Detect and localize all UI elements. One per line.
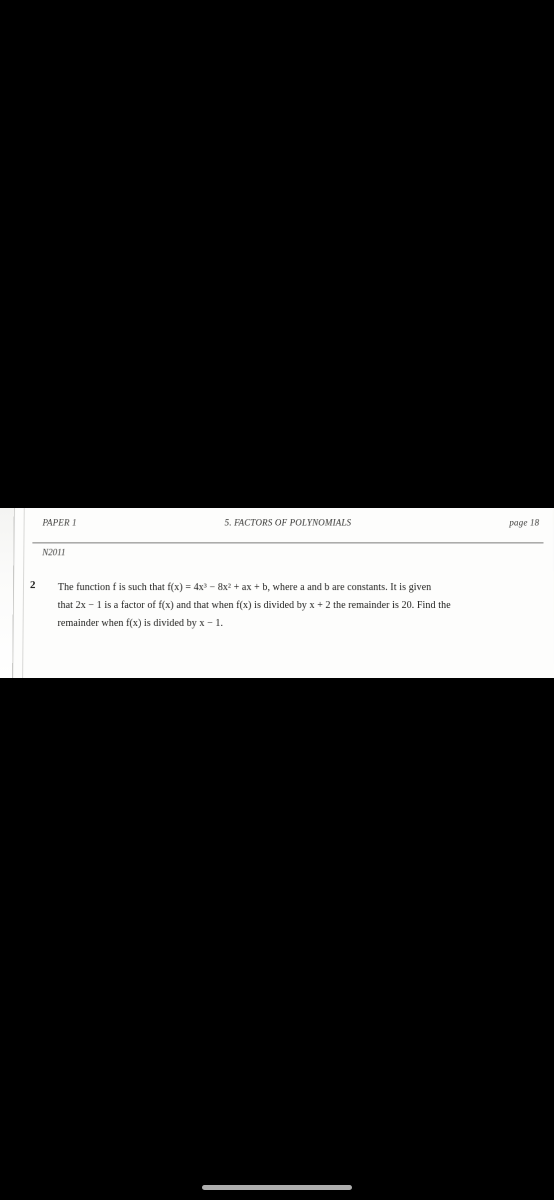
page: PAPER 1 5. FACTORS OF POLYNOMIALS page 1… (12, 508, 554, 678)
question-number: 2 (30, 579, 36, 591)
document-strip: PAPER 1 5. FACTORS OF POLYNOMIALS page 1… (0, 508, 554, 678)
question-line-3: remainder when f(x) is divided by x − 1. (57, 615, 532, 633)
question-block: 2 The function f is such that f(x) = 4x³… (36, 579, 537, 633)
question-line-2: that 2x − 1 is a factor of f(x) and that… (58, 597, 533, 615)
home-indicator (202, 1185, 352, 1190)
page-header: PAPER 1 5. FACTORS OF POLYNOMIALS page 1… (32, 516, 543, 544)
header-center: 5. FACTORS OF POLYNOMIALS (225, 518, 352, 528)
viewport: PAPER 1 5. FACTORS OF POLYNOMIALS page 1… (0, 0, 554, 1200)
header-right: page 18 (509, 518, 539, 528)
header-left: PAPER 1 (42, 518, 76, 528)
exam-code: N2011 (42, 547, 535, 557)
question-text: The function f is such that f(x) = 4x³ −… (57, 579, 532, 633)
question-line-1: The function f is such that f(x) = 4x³ −… (58, 579, 532, 597)
page-gutter (13, 508, 25, 678)
